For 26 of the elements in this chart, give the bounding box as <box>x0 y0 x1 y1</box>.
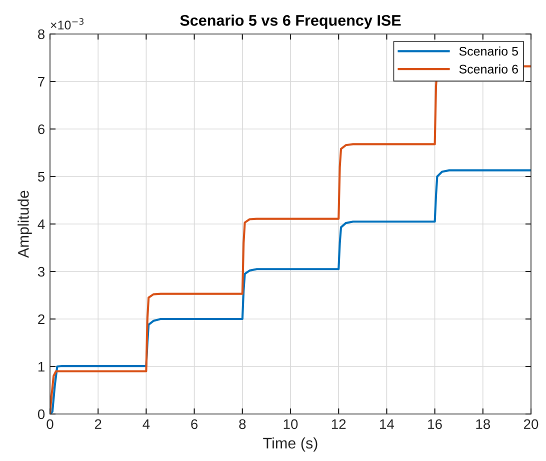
x-tick-label: 16 <box>428 419 442 430</box>
x-axis-title: Time (s) <box>263 437 318 452</box>
legend-label: Scenario 6 <box>459 64 518 74</box>
x-tick-label: 14 <box>380 419 394 429</box>
y-tick-label: 8 <box>38 29 45 40</box>
y-axis-title: Amplitude <box>18 190 32 258</box>
y-tick-label: 3 <box>38 266 45 277</box>
y-tick-label: 6 <box>38 124 45 134</box>
x-tick-label: 2 <box>94 419 102 429</box>
chart-title: Scenario 5 vs 6 Frequency ISE <box>180 14 401 29</box>
x-tick-label: 12 <box>332 419 346 429</box>
x-tick-label: 18 <box>476 419 490 430</box>
y-tick-label: 1 <box>38 362 44 372</box>
legend-label: Scenario 5 <box>459 46 518 56</box>
x-tick-label: 20 <box>524 419 538 430</box>
y-tick-label: 7 <box>38 76 44 87</box>
x-tick-label: 10 <box>284 419 298 430</box>
y-tick-label: 0 <box>38 409 45 420</box>
text: ×10$^{−3}$ <box>50 18 84 30</box>
x-tick-label: 6 <box>191 419 198 430</box>
y-tick-label: 5 <box>38 172 45 182</box>
y-tick-label: 4 <box>38 219 45 230</box>
y-tick-label: 2 <box>38 314 44 324</box>
x-tick-label: 8 <box>239 419 246 430</box>
x-tick-label: 4 <box>142 419 150 429</box>
x-tick-label: 0 <box>46 419 54 430</box>
